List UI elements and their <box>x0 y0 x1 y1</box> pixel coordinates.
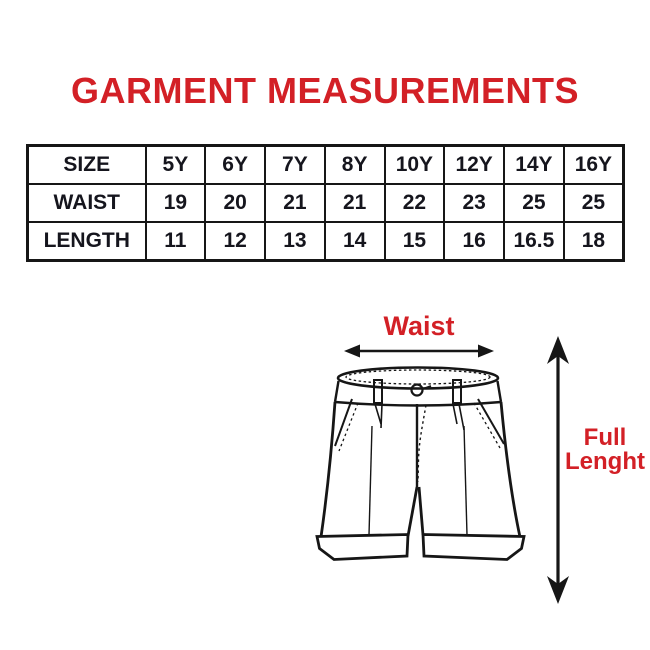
measurements-table: SIZE 5Y 6Y 7Y 8Y 10Y 12Y 14Y 16Y WAIST 1… <box>26 144 625 262</box>
waist-value-cell: 22 <box>383 183 446 223</box>
length-row: LENGTH 11 12 13 14 15 16 16.5 18 <box>26 220 625 262</box>
size-cell: 7Y <box>264 144 326 186</box>
length-value-cell: 15 <box>383 220 446 262</box>
length-value-cell: 13 <box>264 220 326 262</box>
length-row-header: LENGTH <box>26 220 147 262</box>
length-value-cell: 16 <box>443 220 505 262</box>
page-title: GARMENT MEASUREMENTS <box>70 70 579 111</box>
full-length-label-line2: Lenght <box>565 448 645 475</box>
size-cell: 16Y <box>562 144 625 186</box>
size-row: SIZE 5Y 6Y 7Y 8Y 10Y 12Y 14Y 16Y <box>26 144 625 186</box>
size-cell: 6Y <box>204 144 266 186</box>
length-value-cell: 16.5 <box>503 220 565 262</box>
waist-value-cell: 20 <box>204 183 266 223</box>
size-cell: 14Y <box>503 144 565 186</box>
waist-value-cell: 25 <box>562 183 625 223</box>
full-length-label-line1: Full <box>583 424 627 451</box>
waist-row: WAIST 19 20 21 21 22 23 25 25 <box>26 183 625 223</box>
waist-row-header: WAIST <box>26 183 147 223</box>
waist-value-cell: 19 <box>144 183 207 223</box>
length-value-cell: 11 <box>144 220 207 262</box>
size-row-header: SIZE <box>26 144 147 186</box>
waist-value-cell: 25 <box>503 183 565 223</box>
waist-dimension-label: Waist <box>383 311 455 341</box>
shorts-illustration <box>315 366 526 561</box>
length-value-cell: 18 <box>562 220 625 262</box>
size-cell: 10Y <box>383 144 446 186</box>
waist-value-cell: 23 <box>443 183 505 223</box>
length-value-cell: 14 <box>323 220 386 262</box>
waist-arrow-icon <box>344 344 494 358</box>
size-cell: 5Y <box>144 144 207 186</box>
full-length-dimension-label: Full Lenght <box>557 426 650 474</box>
size-cell: 12Y <box>443 144 505 186</box>
waist-value-cell: 21 <box>323 183 386 223</box>
full-length-arrow-icon <box>547 336 569 604</box>
length-value-cell: 12 <box>204 220 266 262</box>
waist-value-cell: 21 <box>264 183 326 223</box>
size-cell: 8Y <box>323 144 386 186</box>
